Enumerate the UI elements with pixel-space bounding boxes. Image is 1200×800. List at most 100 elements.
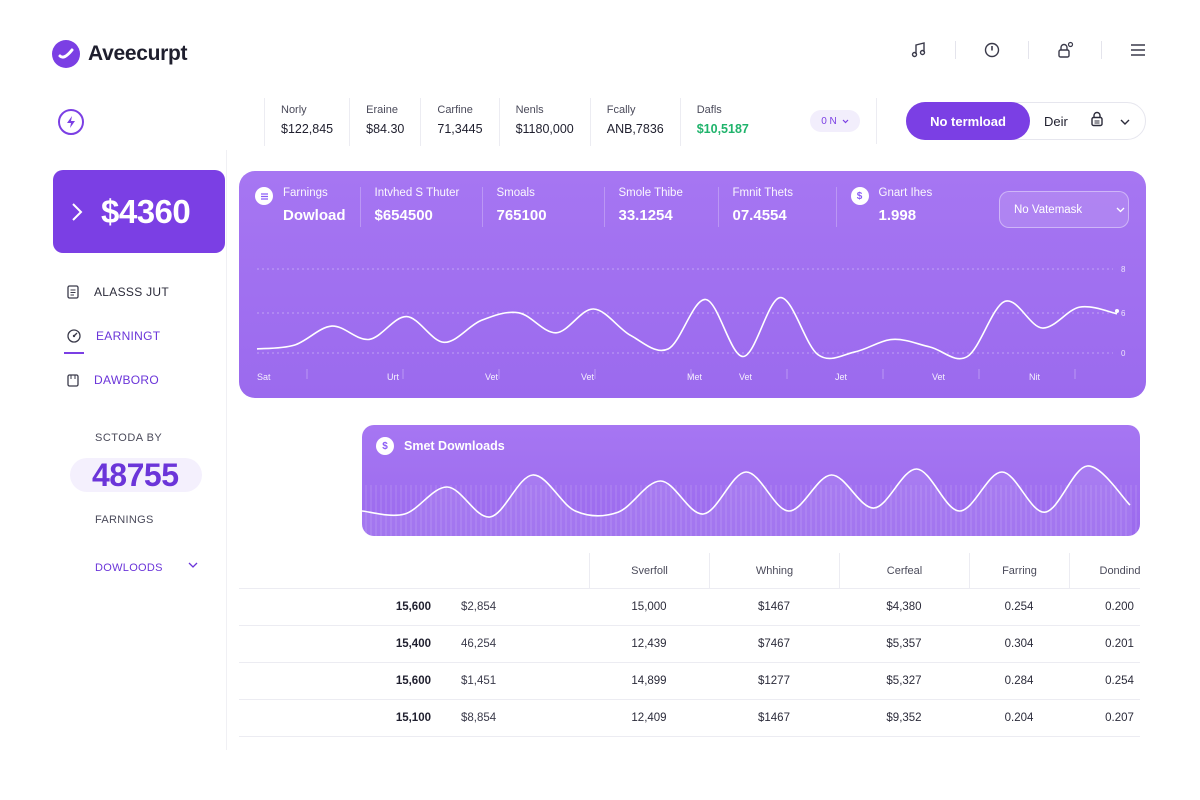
stat-label: Dafls [696,104,722,116]
table-cell: 12,409 [631,712,667,724]
sidebar-nav: ALASSS JUT EARNINGT DAWBORO [63,282,169,414]
x-tick-label: Urt [387,372,399,382]
table-header-cell[interactable]: Cerfeal [839,553,969,589]
table-header: Sverfoll Whhing Cerfeal Farring Dondind [239,553,1140,589]
x-tick-label: Vet [485,372,499,382]
data-table: Sverfoll Whhing Cerfeal Farring Dondind … [239,553,1140,737]
stat-item: Eraine $84.30 [350,98,422,146]
table-header-cell[interactable]: Dondind [1069,553,1170,589]
chart-summary-item: Intvhed S Thuter $654500 [361,187,483,227]
x-tick-label: Nit [1029,372,1040,382]
dollar-icon: $ [376,437,394,455]
chart-filter-value: No Vatemask [1014,203,1083,216]
downloads-chart-card: $ Smet Downloads [362,425,1140,536]
table-cell: 14,899 [631,675,667,687]
mini-select[interactable]: 0 N [810,110,860,132]
folder-icon [67,374,79,387]
gauge-icon [67,329,81,343]
table-cell: 0.254 [1004,601,1034,613]
table-cell: $1467 [758,601,790,613]
stat-label: Nenls [515,104,544,116]
secondary-action-button[interactable]: Deir [1044,113,1068,129]
chart-summary-value: 33.1254 [618,207,673,224]
sidebar-item-alasss[interactable]: ALASSS JUT [66,282,169,302]
sidebar-item-dawboro[interactable]: DAWBORO [66,370,169,390]
user-lock-icon[interactable] [1055,40,1075,60]
table-cell: 12,439 [631,638,667,650]
stat-label: Norly [281,104,307,116]
x-tick-label: Vet [581,372,595,382]
table-header-cell[interactable]: Whhing [709,553,839,589]
table-cell: $2,854 [461,601,497,613]
table-header-cell[interactable]: Sverfoll [589,553,709,589]
downloads-dropdown[interactable]: DOWLOODS [70,562,202,574]
stat-value: $1180,000 [515,122,574,136]
app-logo[interactable]: Aveecurpt [52,40,188,68]
table-cell: $1277 [758,675,790,687]
downloads-chart-title-text: Smet Downloads [404,439,505,453]
table-cell: $1467 [758,712,790,724]
primary-action-button[interactable]: No termload [906,102,1030,140]
chart-filter-select[interactable]: No Vatemask [999,191,1129,228]
stat-value: $10,5187 [696,122,749,136]
balance-amount: $4360 [101,192,191,230]
table-row[interactable]: 15,600 $2,854 15,000 $1467 $4,380 0.254 0.200 [239,589,1140,626]
chevron-right-icon [72,202,83,221]
stat-item: Dafls $10,5187 [681,98,799,146]
bolt-icon[interactable] [58,109,84,135]
sidebar-divider [226,150,227,750]
chevron-down-icon[interactable] [1120,112,1130,130]
chevron-down-icon [842,119,849,123]
sidebar-item-label: EARNINGT [96,329,161,343]
table-row[interactable]: 15,100 $8,854 12,409 $1467 $9,352 0.204 0.207 [239,700,1140,737]
music-icon[interactable] [909,40,929,60]
table-cell: 0.284 [1004,675,1034,687]
chart-summary-value: $654500 [374,207,433,224]
table-cell: 0.304 [1004,638,1034,650]
earnings-line-chart: 8 6 0 Sat Urt Vet Vet Met Vet Jet Vet Nit [256,265,1126,382]
stat-value: $122,845 [281,122,334,136]
balance-card[interactable]: $4360 [53,170,225,253]
table-cell: $5,357 [886,638,922,650]
list-icon [255,187,273,205]
dollar-icon: $ [850,187,869,205]
sidebar-summary: SCTODA BY 48755 FARNINGS DOWLOODS [70,432,202,574]
stat-item: Norly $122,845 [265,98,351,146]
table-cell: 46,254 [461,638,497,650]
table-row[interactable]: 15,400 46,254 12,439 $7467 $5,357 0.304 0.201 [239,626,1140,663]
table-cell: 0.207 [1105,712,1134,724]
table-cell: $8,854 [461,712,497,724]
clock-icon[interactable] [982,40,1002,60]
x-tick-label: Vet [932,372,946,382]
x-tick-label: Vet [739,372,753,382]
stat-label: Eraine [366,104,398,116]
table-cell: $5,327 [886,675,922,687]
table-cell: 15,100 [395,712,431,724]
downloads-area-chart [362,465,1137,536]
chart-summary-row: Farnings Dowload Intvhed S Thuter $65450… [239,187,1146,235]
stat-item: Carfine 71,3445 [421,98,500,146]
table-cell: 15,400 [395,638,431,650]
stat-value: ANB,7836 [606,122,664,136]
y-tick-label: 6 [1121,309,1126,318]
table-row[interactable]: 15,600 $1,451 14,899 $1277 $5,327 0.284 0.254 [239,663,1140,700]
chart-summary-label: Farnings [283,187,328,199]
chart-summary-label: Smole Thibe [618,187,683,199]
lock-icon[interactable] [1090,111,1104,132]
sidebar-item-label: ALASSS JUT [94,285,170,299]
chart-summary-label: Gnart Ihes [878,187,933,199]
mini-select-value: 0 N [821,115,837,127]
series-line [256,296,1118,360]
menu-icon[interactable] [1128,40,1148,60]
stats-bar: Norly $122,845 Eraine $84.30 Carfine 71,… [264,98,799,146]
stat-value: $84.30 [366,122,405,136]
table-cell: 15,600 [395,675,431,687]
stat-value: 71,3445 [437,122,483,136]
stats-divider [876,98,877,144]
sidebar-item-earningt[interactable]: EARNINGT [63,326,169,354]
header-icon-bar [909,40,1148,60]
table-header-cell[interactable]: Farring [969,553,1069,589]
earnings-chart-card: 8 6 0 Sat Urt Vet Vet Met Vet Jet Vet Nit Farnings … [239,171,1146,398]
series-end-dot [1115,309,1119,313]
sidebar-item-label: DAWBORO [94,373,159,387]
